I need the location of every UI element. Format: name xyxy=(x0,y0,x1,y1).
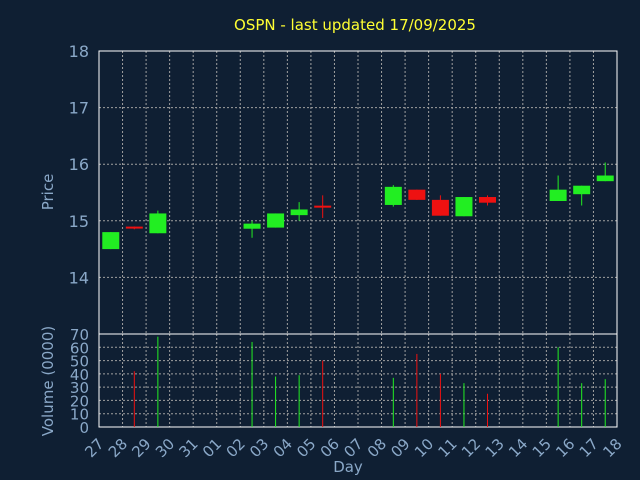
x-axis-label: Day xyxy=(333,458,363,476)
price-axis-label: Price xyxy=(39,174,57,211)
candle-body xyxy=(267,213,285,228)
day-tick-label: 30 xyxy=(152,435,178,461)
volume-plot-frame xyxy=(98,333,618,428)
candle-body xyxy=(384,186,402,205)
candle-body xyxy=(431,199,449,216)
day-tick-label: 03 xyxy=(246,435,272,461)
day-tick-label: 17 xyxy=(576,435,602,461)
day-tick-label: 05 xyxy=(293,435,319,461)
candles xyxy=(102,162,614,250)
day-tick-label: 31 xyxy=(175,435,201,461)
volume-tick-label: 0 xyxy=(79,419,89,437)
volume-tick-label: 70 xyxy=(70,326,89,344)
day-tick-label: 01 xyxy=(199,435,225,461)
volume-tick-label: 10 xyxy=(70,406,89,424)
candle-body xyxy=(455,197,473,217)
candle-body xyxy=(102,232,120,250)
candle-body xyxy=(290,209,308,216)
volume-tick-label: 40 xyxy=(70,366,89,384)
candle-body xyxy=(479,197,496,203)
candle-body xyxy=(573,185,591,195)
volume-bars xyxy=(133,336,606,427)
day-tick-label: 10 xyxy=(411,435,437,461)
candle-body xyxy=(314,205,332,208)
candle-body xyxy=(549,189,567,201)
candle-body xyxy=(596,175,614,182)
day-tick-label: 13 xyxy=(482,435,508,461)
candle-body xyxy=(125,226,143,229)
day-tick-label: 27 xyxy=(81,435,107,461)
price-tick-label: 16 xyxy=(69,155,89,174)
day-tick-label: 09 xyxy=(387,435,413,461)
candle-body xyxy=(243,223,261,229)
price-tick-label: 18 xyxy=(69,42,89,61)
day-tick-label: 28 xyxy=(105,435,131,461)
day-tick-label: 08 xyxy=(364,435,390,461)
price-tick-label: 15 xyxy=(69,212,89,231)
day-tick-label: 14 xyxy=(505,435,531,461)
day-tick-label: 16 xyxy=(552,435,578,461)
volume-tick-label: 60 xyxy=(70,339,89,357)
volume-tick-label: 30 xyxy=(70,379,89,397)
price-tick-labels: 14 15 16 17 18 xyxy=(69,42,89,287)
candle-body xyxy=(408,189,426,200)
volume-tick-label: 20 xyxy=(70,392,89,410)
price-tick-label: 14 xyxy=(69,268,89,287)
day-tick-label: 29 xyxy=(128,435,154,461)
price-grid xyxy=(99,51,617,334)
candle-body xyxy=(149,213,167,234)
volume-axis-label: Volume (0000) xyxy=(39,326,57,436)
day-tick-label: 04 xyxy=(270,435,296,461)
day-tick-label: 18 xyxy=(599,435,625,461)
day-tick-label: 11 xyxy=(434,435,460,461)
volume-axes xyxy=(98,333,618,428)
day-tick-label: 12 xyxy=(458,435,484,461)
price-tick-label: 17 xyxy=(69,99,89,118)
day-tick-label: 02 xyxy=(223,435,249,461)
day-tick-label: 15 xyxy=(529,435,555,461)
chart-title: OSPN - last updated 17/09/2025 xyxy=(234,16,476,34)
volume-tick-label: 50 xyxy=(70,353,89,371)
volume-grid xyxy=(99,334,617,427)
